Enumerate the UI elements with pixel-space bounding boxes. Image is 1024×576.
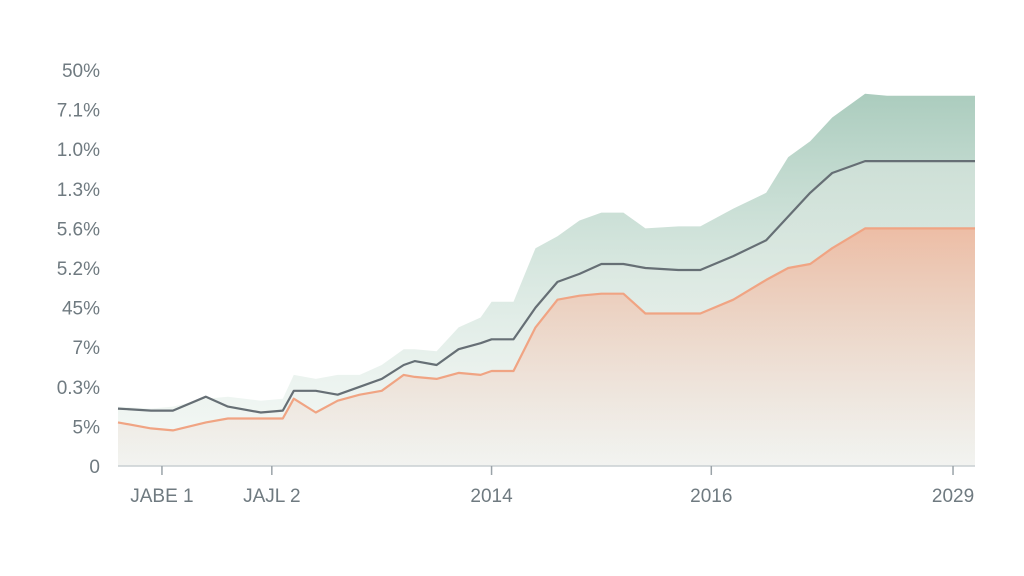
- y-tick-label: 45%: [62, 299, 100, 320]
- x-tick-label: 2016: [690, 486, 732, 507]
- y-tick-label: 1.3%: [57, 180, 100, 201]
- y-tick-label: 5.2%: [57, 259, 100, 280]
- x-tick-label: 2029: [932, 486, 974, 507]
- series-line-lower-band: [117, 227, 975, 432]
- y-axis: 50% 7.1% 1.0% 1.3% 5.6% 5.2% 45% 7% 0.3% 5% 0: [57, 61, 100, 478]
- plot-area: [117, 93, 975, 467]
- series-line-middle-line: [117, 160, 975, 414]
- y-tick-label: 7%: [73, 338, 101, 359]
- y-tick-label: 7.1%: [57, 101, 100, 122]
- x-tick-label: JAJL 2: [243, 486, 300, 507]
- x-tick-label: JABE 1: [130, 486, 193, 507]
- y-tick-label: 0: [89, 457, 100, 478]
- y-tick-label: 1.0%: [57, 140, 100, 161]
- y-tick-label: 0.3%: [57, 378, 100, 399]
- y-tick-label: 5.6%: [57, 219, 100, 240]
- x-axis: JABE 1 JAJL 2 2014 2016 2029: [130, 466, 974, 507]
- y-tick-label: 50%: [62, 61, 100, 82]
- series-area-lower-band: [118, 228, 975, 466]
- y-tick-label: 5%: [73, 417, 101, 438]
- x-tick-label: 2014: [470, 486, 513, 507]
